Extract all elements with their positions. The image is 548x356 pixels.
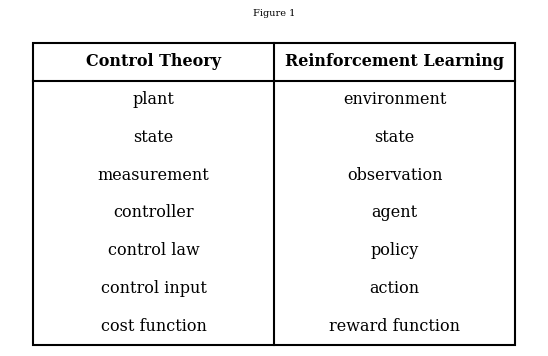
Text: plant: plant — [133, 91, 174, 108]
Text: policy: policy — [370, 242, 419, 259]
Text: state: state — [374, 129, 415, 146]
Text: Figure 1: Figure 1 — [253, 9, 295, 18]
Text: action: action — [369, 280, 420, 297]
Text: controller: controller — [113, 204, 194, 221]
Bar — [33, 43, 515, 345]
Text: Reinforcement Learning: Reinforcement Learning — [285, 53, 504, 70]
Text: agent: agent — [372, 204, 418, 221]
Text: observation: observation — [347, 167, 442, 184]
Text: environment: environment — [343, 91, 446, 108]
Text: state: state — [133, 129, 174, 146]
Text: control input: control input — [100, 280, 207, 297]
Text: measurement: measurement — [98, 167, 209, 184]
Text: Control Theory: Control Theory — [86, 53, 221, 70]
Text: cost function: cost function — [100, 318, 207, 335]
Text: reward function: reward function — [329, 318, 460, 335]
Text: control law: control law — [107, 242, 199, 259]
